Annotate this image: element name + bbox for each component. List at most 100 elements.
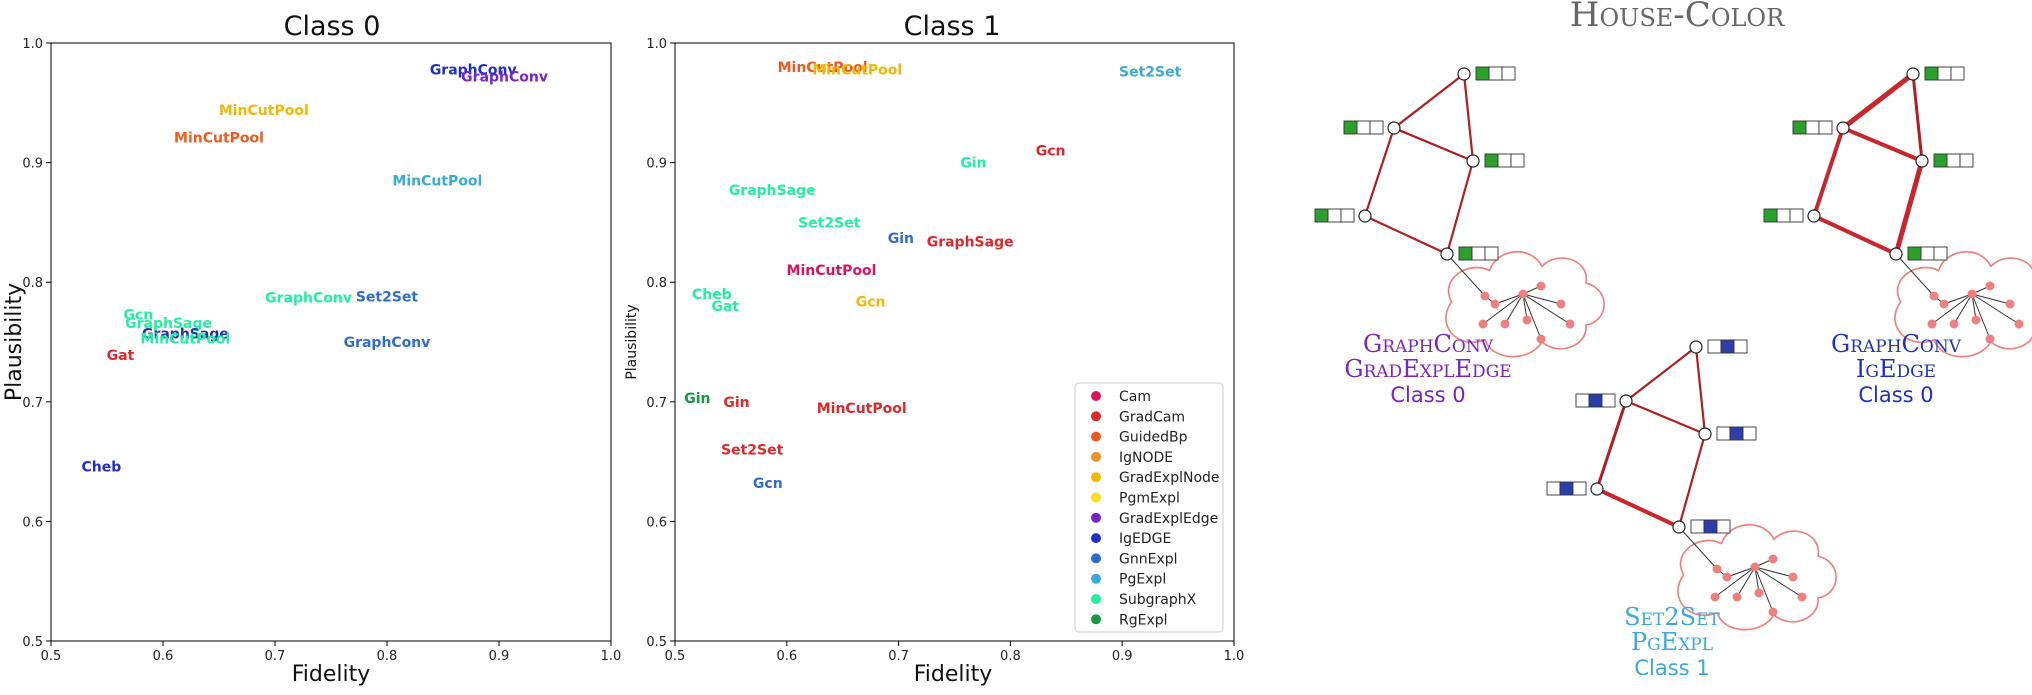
legend-marker xyxy=(1091,594,1101,604)
cloud-edge xyxy=(1754,566,1803,598)
y-tick-label: 0.5 xyxy=(646,635,667,650)
cloud-node xyxy=(1556,299,1566,309)
cloud-node xyxy=(1732,592,1742,602)
house-edge xyxy=(1812,214,1898,256)
feature-vector xyxy=(1458,246,1499,261)
feature-cell xyxy=(1946,153,1961,168)
x-ticks: 0.5 0.6 0.7 0.8 0.9 1.0 xyxy=(665,641,1245,664)
feature-cell xyxy=(1707,339,1722,354)
house-edge xyxy=(1445,159,1475,256)
cloud-edge xyxy=(1971,293,2020,325)
cloud-edge xyxy=(1504,293,1524,325)
point-label: GraphConv xyxy=(461,69,548,85)
explainer-label: IgEdge xyxy=(1856,355,1936,383)
feature-cell xyxy=(1588,393,1603,408)
point-label: MinCutPool xyxy=(392,174,482,190)
cloud-node xyxy=(1722,572,1732,582)
point-label: GraphSage xyxy=(927,235,1014,251)
y-tick-label: 1.0 xyxy=(646,37,667,52)
cloud-node xyxy=(1518,289,1528,299)
feature-cell xyxy=(1776,208,1791,223)
x-axis-label: Fidelity xyxy=(292,662,371,687)
cloud-node xyxy=(1939,299,1949,309)
cloud-edge xyxy=(1522,293,1571,325)
x-axis-label: Fidelity xyxy=(914,662,993,687)
cloud-node xyxy=(1750,562,1760,572)
house-node xyxy=(1466,154,1480,168)
cloud-node xyxy=(1480,291,1490,301)
house-edge xyxy=(1595,487,1681,529)
legend-entry: GuidedBp xyxy=(1119,430,1188,446)
house-edge xyxy=(1911,72,1924,163)
plot-title: Class 1 xyxy=(904,11,1001,42)
house-node xyxy=(1836,121,1850,135)
x-tick-label: 1.0 xyxy=(1224,649,1245,664)
house-node xyxy=(1457,67,1471,81)
feature-cell xyxy=(1314,208,1329,223)
feature-cell xyxy=(1369,120,1384,135)
feature-cell xyxy=(1716,519,1731,534)
feature-cell xyxy=(1920,246,1935,261)
legend-entry: RgExpl xyxy=(1119,612,1168,628)
cloud-edge xyxy=(1482,293,1524,325)
house-edge xyxy=(1392,126,1475,163)
house-node xyxy=(1440,247,1454,261)
cloud-node xyxy=(1985,334,1995,344)
feature-cell xyxy=(1716,426,1731,441)
point-label: Set2Set xyxy=(798,215,861,231)
point-label: MinCutPool xyxy=(174,130,264,146)
legend-entry: GnnExpl xyxy=(1119,551,1178,567)
house-node xyxy=(1689,340,1703,354)
y-tick-label: 0.9 xyxy=(646,157,667,172)
architecture-label: Set2Set xyxy=(1624,603,1720,631)
feature-vector xyxy=(1314,208,1355,223)
house-edge xyxy=(1694,345,1707,436)
point-label: Set2Set xyxy=(721,443,784,459)
point-label: Gin xyxy=(684,391,710,407)
feature-cell xyxy=(1546,481,1561,496)
cloud-node xyxy=(1490,299,1500,309)
legend-entry: IgNODE xyxy=(1119,450,1173,466)
plot-title: Class 0 xyxy=(284,11,381,42)
point-label: Gin xyxy=(888,231,914,247)
point-label: GraphConv xyxy=(430,62,517,78)
feature-cell xyxy=(1792,120,1807,135)
feature-vector xyxy=(1763,208,1804,223)
point-label: MinCutPool xyxy=(812,62,902,78)
architecture-label: GraphConv xyxy=(1363,330,1494,358)
cloud-node xyxy=(1500,319,1510,329)
feature-cell xyxy=(1510,153,1525,168)
y-tick-label: 0.9 xyxy=(22,157,43,172)
point-label: Cheb xyxy=(82,459,122,475)
cloud-node xyxy=(1536,281,1546,291)
feature-cell xyxy=(1933,246,1948,261)
house-node xyxy=(1906,67,1920,81)
y-axis-label: Plausibility xyxy=(624,304,640,379)
house-edge xyxy=(1812,126,1845,218)
point-label: Set2Set xyxy=(1119,65,1182,81)
legend-marker xyxy=(1091,411,1101,422)
cloud-edge xyxy=(1943,293,1973,305)
cloud-subgraph xyxy=(1894,251,2032,358)
cloud-edge xyxy=(1971,293,2011,305)
cloud-node xyxy=(1522,315,1532,325)
feature-cell xyxy=(1497,153,1512,168)
y-tick-label: 0.6 xyxy=(22,515,43,530)
cloud-edge xyxy=(1726,566,1756,578)
house-edge xyxy=(1677,432,1707,529)
y-tick-label: 0.7 xyxy=(646,396,667,411)
feature-vector xyxy=(1707,339,1748,354)
feature-cell xyxy=(1484,246,1499,261)
x-tick-label: 0.7 xyxy=(265,649,286,664)
legend-marker xyxy=(1091,431,1101,442)
cloud-edge xyxy=(1522,293,1562,305)
feature-vector xyxy=(1546,481,1587,496)
house-node xyxy=(1672,520,1686,534)
cloud-node xyxy=(1967,289,1977,299)
legend-entry: IgEDGE xyxy=(1119,531,1171,547)
feature-cell xyxy=(1933,153,1948,168)
feature-cell xyxy=(1340,208,1355,223)
feature-cell xyxy=(1356,120,1371,135)
x-tick-label: 1.0 xyxy=(601,649,622,664)
feature-cell xyxy=(1458,246,1473,261)
